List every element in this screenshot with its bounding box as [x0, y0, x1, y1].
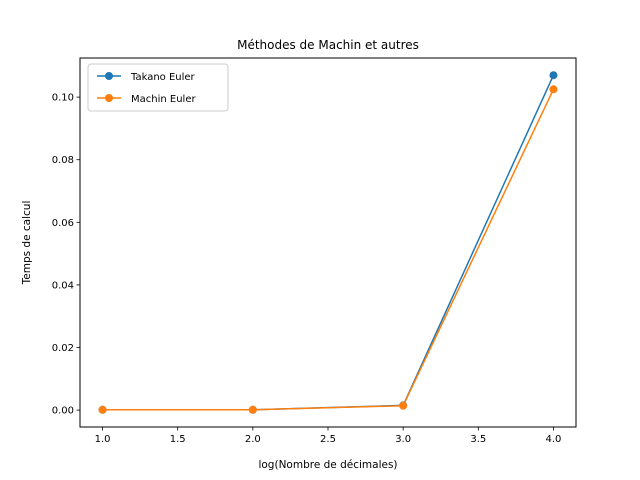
- data-point-takano-euler: [549, 71, 558, 80]
- y-tick-label: 0.06: [52, 218, 74, 229]
- legend-marker-machin-euler: [105, 94, 113, 102]
- x-axis-label: log(Nombre de décimales): [258, 459, 397, 471]
- y-axis-label: Temps de calcul: [21, 201, 33, 286]
- y-tick-label: 0.00: [52, 406, 74, 417]
- plot-area-frame: [79, 57, 577, 428]
- y-tick-label: 0.02: [52, 343, 74, 354]
- x-tick-label: 1.0: [95, 434, 111, 445]
- y-axis-ticks: 0.00 0.02 0.04 0.06 0.08 0.10: [52, 93, 80, 417]
- series-layer: [98, 71, 558, 414]
- x-tick-label: 1.5: [170, 434, 186, 445]
- y-tick-label: 0.08: [52, 155, 74, 166]
- x-tick-label: 3.5: [470, 434, 486, 445]
- x-tick-label: 2.5: [320, 434, 336, 445]
- legend-box: [87, 63, 229, 112]
- data-point-machin-euler: [399, 401, 408, 410]
- data-point-machin-euler: [248, 405, 257, 414]
- chart-title: Méthodes de Machin et autres: [237, 38, 419, 52]
- y-tick-label: 0.04: [52, 280, 74, 291]
- y-tick-label: 0.10: [52, 93, 74, 104]
- legend-label-takano-euler: Takano Euler: [130, 72, 196, 83]
- x-axis-ticks: 1.0 1.5 2.0 2.5 3.0 3.5 4.0: [95, 427, 562, 445]
- data-point-machin-euler: [98, 405, 107, 414]
- series-line-machin-euler: [102, 88, 555, 411]
- data-point-machin-euler: [549, 85, 558, 94]
- legend-marker-takano-euler: [105, 72, 113, 80]
- x-tick-label: 3.0: [395, 434, 411, 445]
- x-tick-label: 4.0: [546, 434, 562, 445]
- x-tick-label: 2.0: [245, 434, 261, 445]
- legend-label-machin-euler: Machin Euler: [131, 94, 196, 105]
- legend: Takano Euler Machin Euler: [87, 63, 229, 112]
